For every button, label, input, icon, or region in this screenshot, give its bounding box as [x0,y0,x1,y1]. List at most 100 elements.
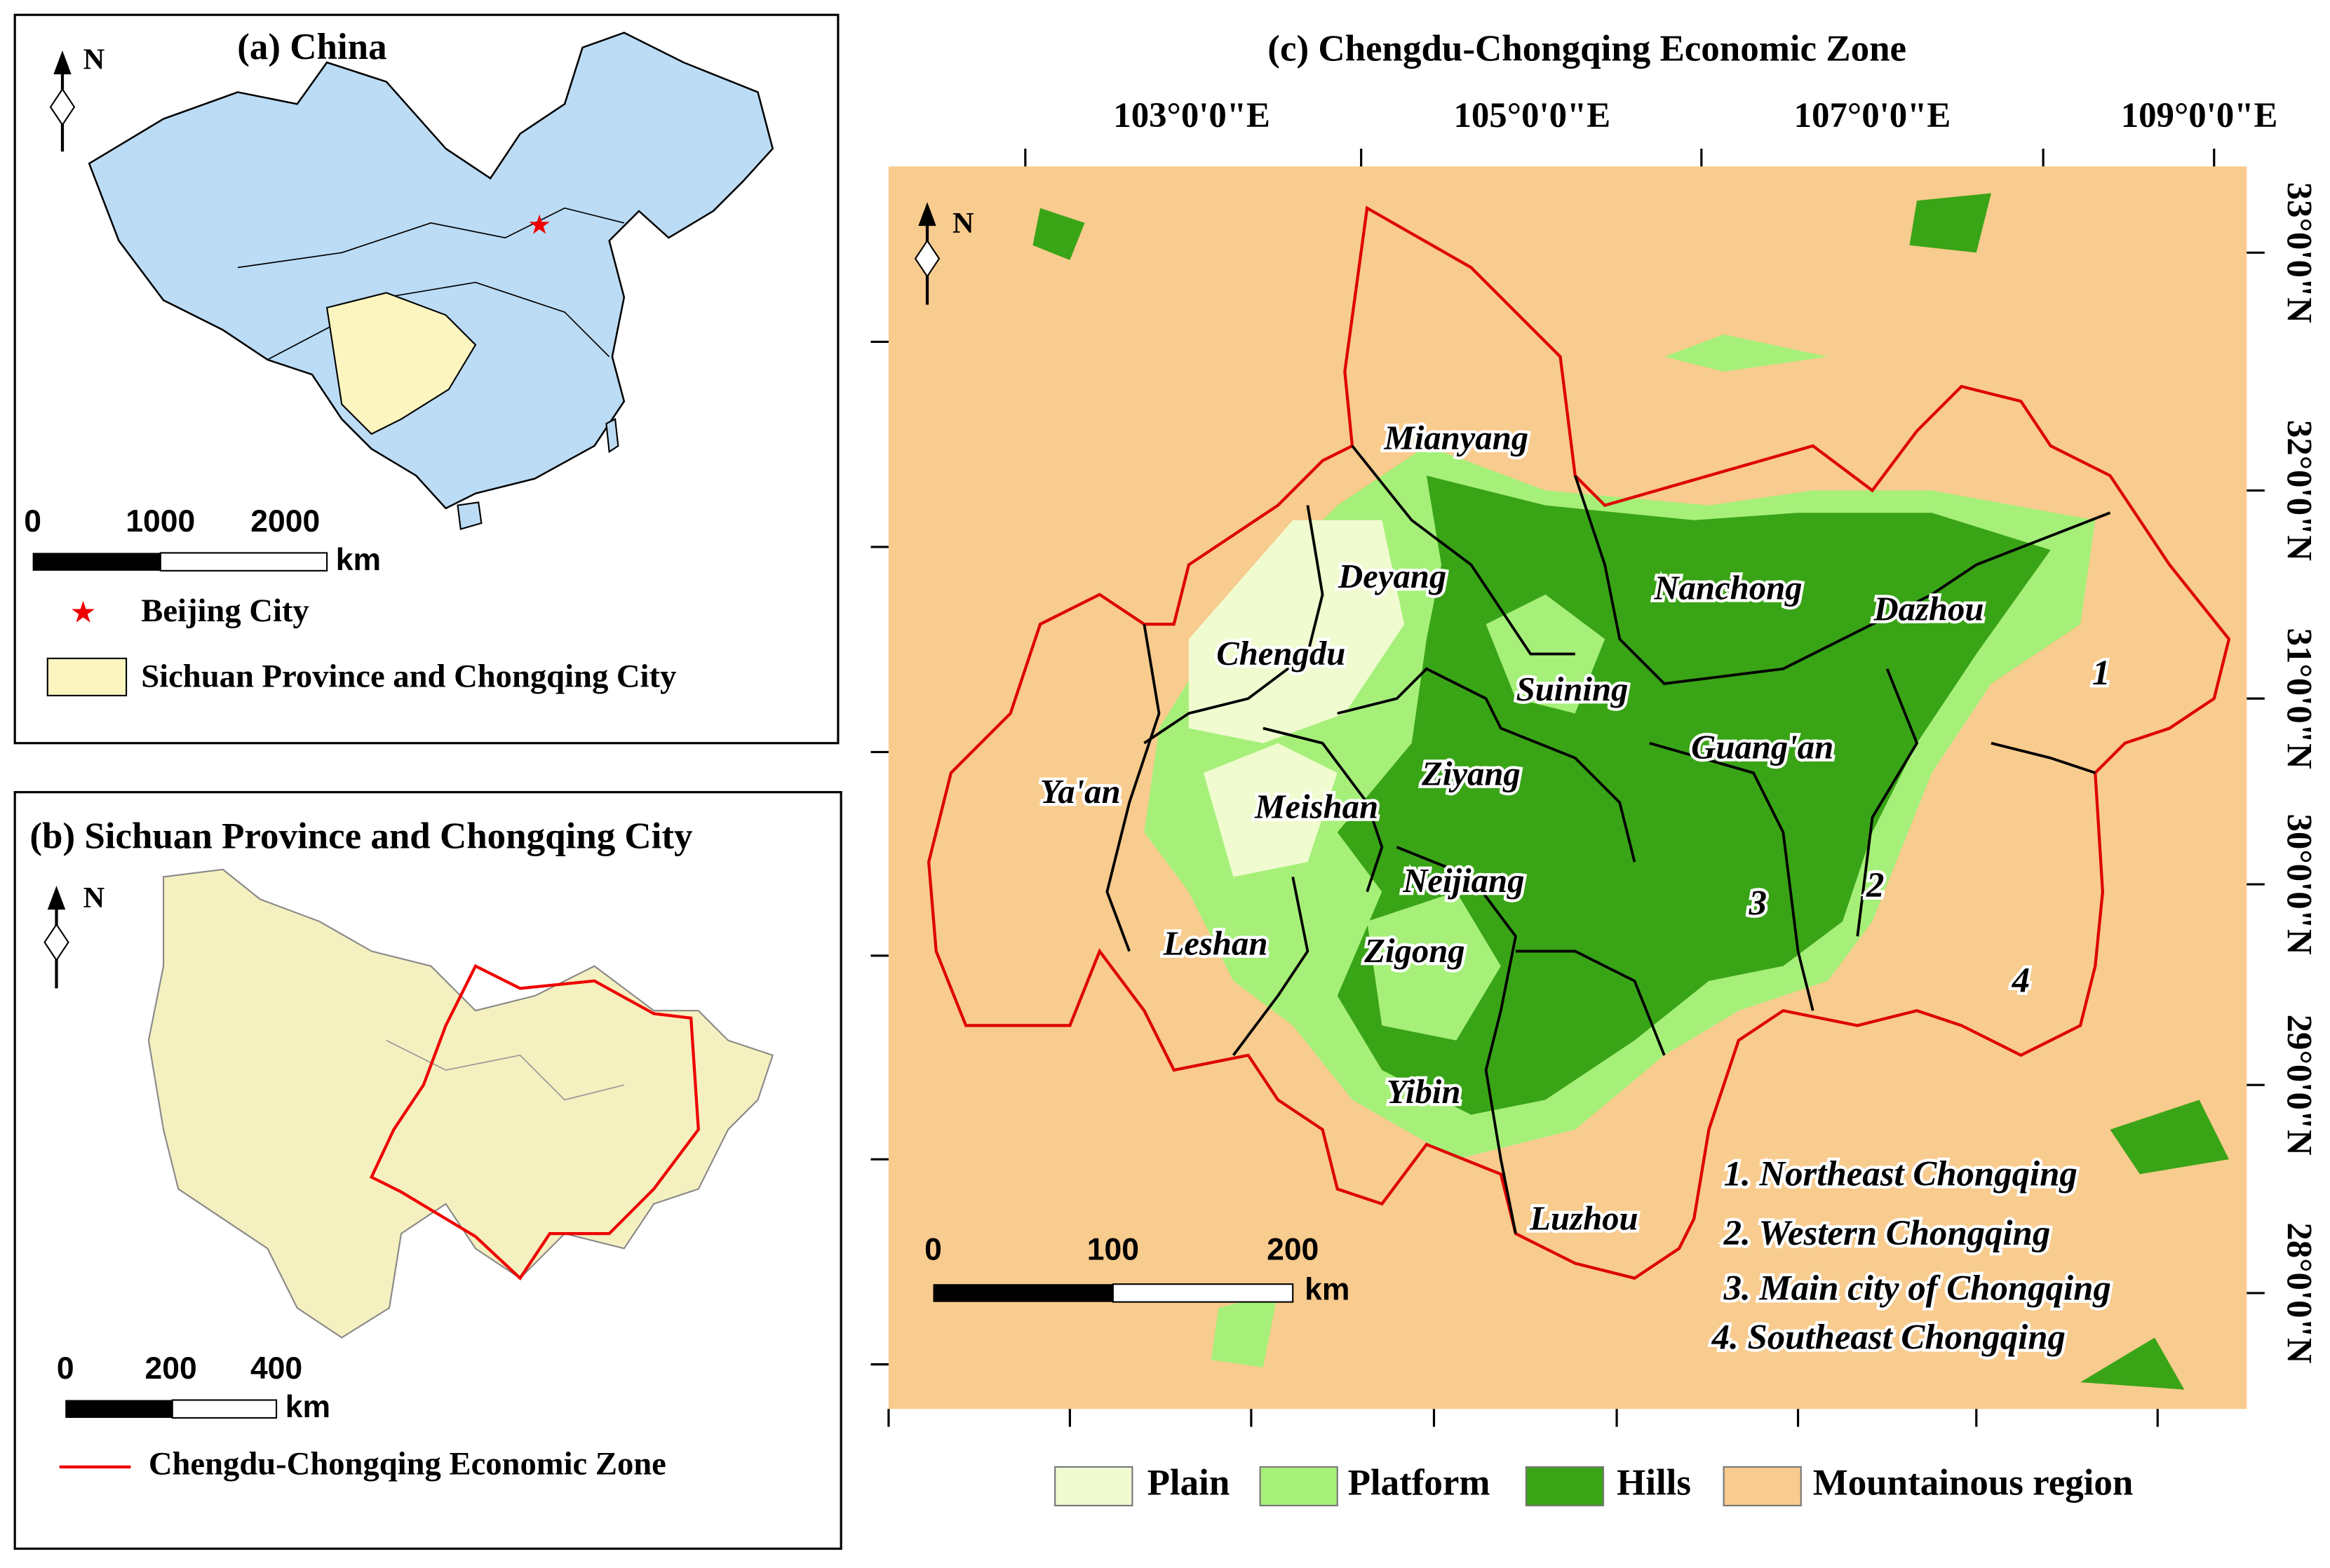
province-border [237,207,625,269]
scale-bar [159,552,328,572]
latitude-label: 28°0'0"N [2280,1222,2319,1363]
platform-area [1211,1292,1279,1367]
city-label: Mianyang [1383,419,1528,457]
latitude-label: 31°0'0"N [2280,628,2319,769]
legend-label: Chengdu-Chongqing Economic Zone [149,1446,666,1482]
latitude-label: 33°0'0"N [2280,182,2319,323]
city-label: Ziyang [1421,755,1521,793]
legend-label: Platform [1348,1463,1490,1503]
scale-label: 0 [57,1351,74,1386]
latitude-label: 29°0'0"N [2280,1015,2319,1156]
hills-area [2110,1100,2229,1175]
city-label: Nanchong [1653,569,1802,607]
legend-swatch [1525,1466,1605,1507]
north-arrow [914,202,941,305]
scale-label: 2000 [250,504,320,539]
panel-c: (c) Chengdu-Chongqing Economic Zone [870,28,2319,1507]
scale-label: 400 [250,1351,302,1386]
legend-swatch [46,657,128,696]
legend: Plain Platform Hills Mountainous region [1054,1463,2134,1507]
scale-bar [32,553,161,571]
legend-label: Mountainous region [1813,1463,2134,1503]
plain-area [1188,520,1405,743]
platform-area [1367,891,1501,1041]
panel-b: (b) Sichuan Province and Chongqing City … [13,791,842,1550]
sichuan-chongqing-shape [147,868,774,1339]
scale-label: 0 [24,504,41,539]
scale-bar [65,1400,173,1418]
latitude-label: 32°0'0"N [2280,420,2319,561]
taiwan-island [605,418,619,454]
city-label: Ya'an [1040,773,1121,811]
legend-swatch [1054,1466,1133,1507]
legend-label: Sichuan Province and Chongqing City [141,658,676,694]
legend-label: Hills [1617,1463,1691,1503]
scale-unit: km [336,543,381,577]
city-label: Luzhou [1529,1199,1638,1237]
north-label: N [83,881,105,914]
north-arrow [43,886,69,989]
scale-label: 200 [1267,1232,1319,1266]
scale-label: 1000 [126,504,195,539]
city-label: Leshan [1163,924,1268,962]
region-number: 2 [1866,865,1884,905]
scale-label: 0 [924,1232,942,1266]
legend-label: Beijing City [141,593,309,629]
city-label: Chengdu [1216,635,1345,673]
panel-a: (a) China ★ N 0 1000 2000 km ★ Beijing C… [13,13,840,745]
zone-boundary [369,964,700,1280]
city-label: Suining [1516,670,1629,708]
beijing-star: ★ [529,212,550,238]
legend-swatch [1723,1466,1802,1507]
scale-bar [171,1399,278,1419]
longitude-label: 107°0'0"E [1794,95,1951,135]
zone-boundary [927,205,2231,1280]
region-list-item: 4. Southeast Chongqing [1711,1317,2066,1356]
longitude-label: 105°0'0"E [1453,95,1610,135]
north-arrow [49,50,76,152]
scale-bar [933,1284,1113,1302]
north-label: N [83,43,105,76]
frame-ticks [870,148,2265,1427]
legend-swatch [1259,1466,1338,1507]
longitude-label: 103°0'0"E [1113,95,1270,135]
city-borders [1105,445,2111,1234]
scale-bar [1112,1283,1294,1303]
city-label: Zigong [1363,932,1464,970]
city-label: Deyang [1338,557,1446,595]
region-list-item: 1. Northeast Chongqing [1724,1154,2078,1193]
hills-area [2080,1337,2185,1390]
city-label: Yibin [1387,1073,1461,1111]
longitude-label: 109°0'0"E [2121,95,2278,135]
city-label: Neijiang [1402,862,1524,900]
region-labels: 1 2 3 4 1. Northeast Chongqing 2. Western Cho… [1708,650,2114,1360]
legend-star: ★ [72,598,95,628]
city-label: Guang'an [1691,728,1833,766]
region-list-item: 3. Main city of Chongqing [1723,1268,2111,1307]
panel-title: (b) Sichuan Province and Chongqing City [29,816,692,857]
region-list-item: 2. Western Chongqing [1723,1213,2051,1252]
city-labels: Mianyang Deyang Nanchong Dazhou Chengdu Suini… [1037,416,1987,1240]
latitude-label: 30°0'0"N [2280,813,2319,954]
platform-area [1664,334,1828,372]
sichuan-chongqing-area [325,292,477,435]
panel-title: (a) China [237,27,386,67]
legend-label: Plain [1147,1463,1230,1503]
plain-area [1204,743,1338,877]
hills-area [1909,193,1991,253]
hills-area [1032,208,1085,260]
region-number: 3 [1749,884,1767,923]
north-label: N [952,207,974,240]
scale-label: 100 [1087,1232,1139,1266]
scale-unit: km [1305,1273,1349,1307]
region-number: 1 [2092,653,2110,692]
city-label: Dazhou [1873,590,1984,628]
city-label: Meishan [1254,788,1378,825]
region-number: 4 [2012,961,2030,1000]
city-border [386,1039,625,1101]
hainan-island [457,501,483,530]
china-shape [88,32,774,510]
panel-title: (c) Chengdu-Chongqing Economic Zone [1267,28,1906,69]
scale-label: 200 [145,1351,197,1386]
